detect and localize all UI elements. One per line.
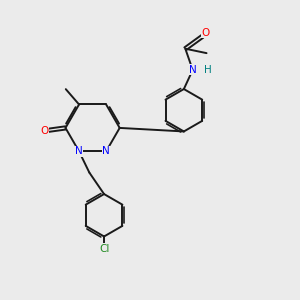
Text: N: N	[189, 65, 196, 75]
Text: N: N	[75, 146, 83, 156]
Text: N: N	[102, 146, 110, 156]
Text: O: O	[40, 126, 48, 136]
Text: H: H	[204, 65, 212, 75]
Text: O: O	[202, 28, 210, 38]
Text: Cl: Cl	[99, 244, 109, 254]
